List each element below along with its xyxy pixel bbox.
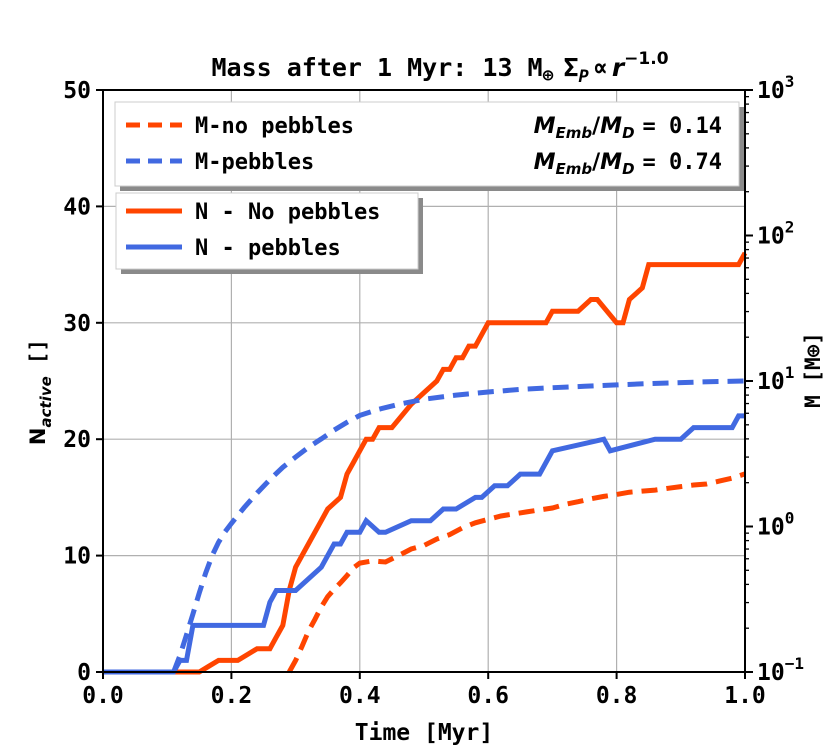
y-label-sub: active [37,376,55,427]
title-exponent: −1.0 [624,49,669,69]
x-tick-label-1: 0.2 [211,683,253,709]
y2-tick-label-4: 103 [757,72,794,104]
legend-mass-label-0: M-no pebbles [195,114,354,139]
series-line-m-pebbles [171,378,746,673]
x-tick-label-5: 1.0 [724,683,766,709]
x-tick-label-2: 0.4 [339,683,381,709]
legend-mass: M-no pebbles MEmb/MD = 0.14 M-pebbles MEm… [114,101,744,191]
y2-tick-label-2: 101 [757,363,794,395]
series-line-m-no-pebbles [287,471,746,674]
legend-mass-box [114,101,740,187]
y2-tick-label-1: 100 [757,509,794,541]
title-earth-symbol: ⊕ [543,65,554,86]
y-label-unit: [] [26,339,50,364]
axis-ticks: 0.0 0.2 0.4 0.6 0.8 1.0 0 10 20 30 40 50 10−1 100 101 1… [63,72,804,709]
y2-tick-label-3: 102 [757,218,794,250]
y-tick-label-4: 40 [63,194,91,220]
x-tick-label-0: 0.0 [82,683,124,709]
y-tick-label-5: 50 [63,78,91,104]
y-axis-label: Nactive [] [26,339,55,445]
title-sigma: Σ [563,53,578,82]
y-tick-label-1: 10 [63,544,91,570]
title-sigma-sub: P [579,67,590,87]
title-r: r [612,53,626,82]
title-prefix: Mass after 1 Myr: 13 M [211,53,542,82]
chart-title: Mass after 1 Myr: 13 M⊕ ΣP ∝ r−1.0 [211,49,668,87]
y2-tick-label-0: 10−1 [757,654,804,686]
legend-mass-label-1: M-pebbles [195,150,314,175]
y-tick-label-3: 30 [63,311,91,337]
x-tick-label-4: 0.8 [596,683,638,709]
title-propto: ∝ [593,53,608,82]
series-layer [103,251,748,675]
x-tick-label-3: 0.6 [467,683,509,709]
legend-mass-ratio-1: MEmb/MD = 0.74 [534,150,722,178]
legend-count: N - No pebbles N - pebbles [115,192,423,274]
legend-count-label-1: N - pebbles [195,236,341,261]
y2-axis-label: M [M⊕] [801,332,825,408]
legend-count-label-0: N - No pebbles [195,200,380,225]
y-tick-label-0: 0 [77,660,91,686]
series-line-n-no-pebbles [103,251,748,675]
y-tick-label-2: 20 [63,427,91,453]
legend-count-box [115,192,419,270]
legend-mass-ratio-0: MEmb/MD = 0.14 [534,114,722,142]
x-axis-label: Time [Myr] [355,720,493,746]
series-line-n-pebbles [103,413,745,675]
y-label-base: N [26,428,50,446]
